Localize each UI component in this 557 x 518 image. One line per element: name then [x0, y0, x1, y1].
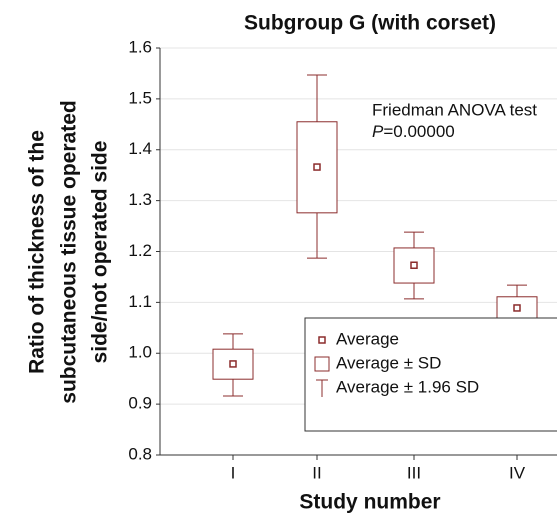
- p-value: =0.00000: [383, 122, 454, 141]
- x-tick-label: II: [312, 463, 321, 482]
- y-axis-label: Ratio of thickness of the subcutaneous t…: [26, 100, 112, 403]
- y-label-line: subcutaneous tissue operated: [58, 100, 81, 403]
- y-tick-label: 1.2: [128, 241, 152, 260]
- y-tick-label: 1.1: [128, 292, 152, 311]
- x-tick-label: III: [407, 463, 421, 482]
- x-tick-label: IV: [509, 463, 526, 482]
- y-tick-label: 0.8: [128, 444, 152, 463]
- y-tick-label: 1.5: [128, 88, 152, 107]
- legend-label: Average: [336, 329, 399, 348]
- y-tick-label: 1.6: [128, 37, 152, 56]
- y-tick-label: 0.9: [128, 394, 152, 413]
- y-tick-label: 1.3: [128, 190, 152, 209]
- mean-marker: [313, 163, 321, 171]
- mean-marker: [229, 360, 237, 368]
- mean-marker: [410, 261, 418, 269]
- legend-symbol: [314, 356, 330, 372]
- legend-label: Average ± SD: [336, 353, 441, 372]
- annotation: P=0.00000: [372, 122, 455, 141]
- legend-symbol: [318, 336, 326, 344]
- y-tick-label: 1.4: [128, 139, 152, 158]
- legend-box: [304, 317, 557, 432]
- x-tick-label: I: [231, 463, 236, 482]
- y-label-line: Ratio of thickness of the: [26, 130, 49, 374]
- mean-marker: [513, 304, 521, 312]
- legend-label: Average ± 1.96 SD: [336, 377, 479, 396]
- chart-title: Subgroup G (with corset): [244, 12, 496, 35]
- y-label-line: side/not operated side: [89, 141, 112, 364]
- y-tick-label: 1.0: [128, 343, 152, 362]
- p-symbol: P: [372, 122, 384, 141]
- x-axis-label: Study number: [299, 491, 440, 514]
- annotation: Friedman ANOVA test: [372, 100, 537, 119]
